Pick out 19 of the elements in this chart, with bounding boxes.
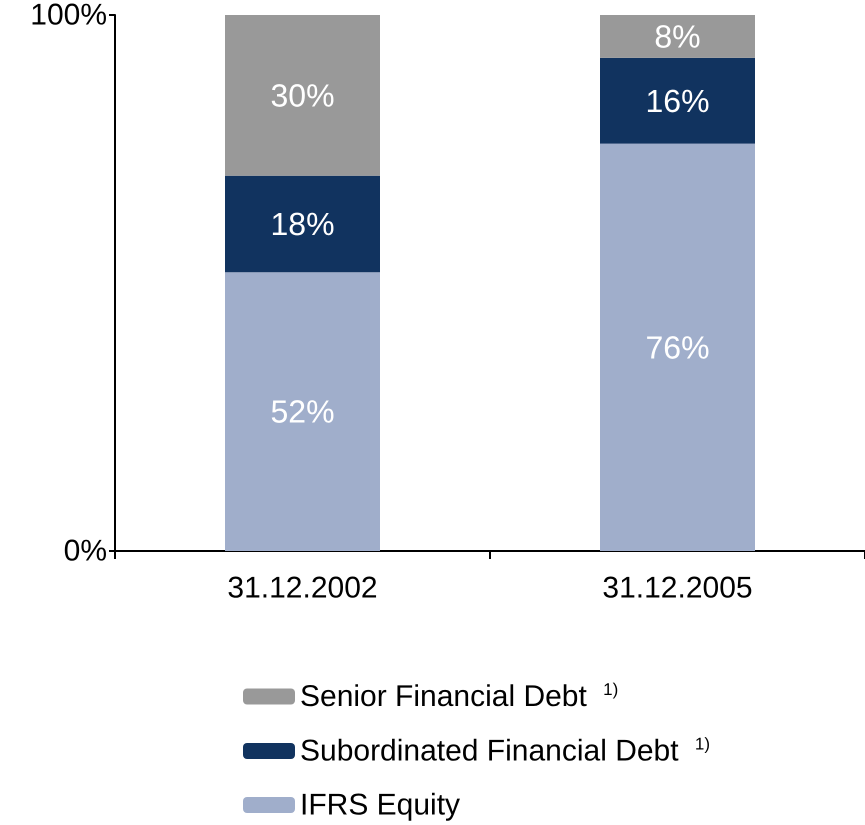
legend-label: Subordinated Financial Debt 1)	[300, 734, 710, 768]
data-label: 76%	[645, 329, 710, 366]
y-tick-label: 100%	[30, 0, 107, 32]
x-tick-label: 31.12.2005	[602, 572, 753, 604]
bar	[600, 144, 755, 551]
data-label: 52%	[270, 394, 335, 430]
bar	[225, 176, 380, 272]
legend-label: Senior Financial Debt 1)	[300, 680, 618, 713]
data-label: 30%	[270, 77, 335, 114]
x-tick-label: 31.12.2002	[227, 572, 378, 604]
bar	[225, 15, 380, 176]
data-label: 8%	[654, 18, 701, 54]
data-label: 16%	[645, 82, 710, 119]
bar	[600, 15, 755, 58]
bar	[600, 58, 755, 144]
data-label: 18%	[270, 206, 335, 242]
legend-label: IFRS Equity	[300, 788, 460, 822]
bar	[225, 272, 380, 551]
y-tick-label: 0%	[64, 534, 107, 568]
